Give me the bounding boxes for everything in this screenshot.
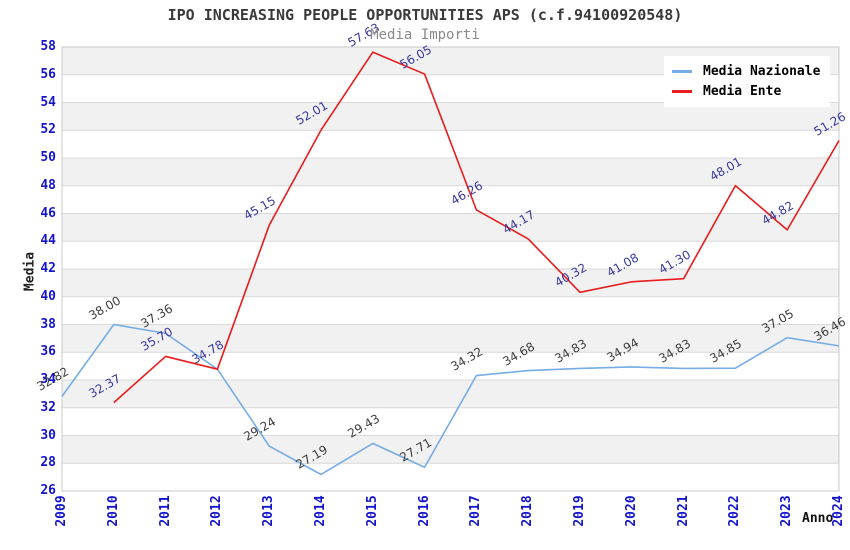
grid-band [62, 213, 839, 242]
chart-title: IPO INCREASING PEOPLE OPPORTUNITIES APS … [167, 6, 683, 24]
y-tick-label: 58 [40, 39, 56, 54]
x-tick-label: 2015 [364, 495, 380, 527]
x-tick-label: 2018 [520, 495, 536, 527]
grid-band [62, 324, 839, 353]
y-tick-label: 40 [40, 288, 56, 304]
plot-border [61, 46, 840, 492]
y-tick-label: 34 [40, 372, 56, 387]
x-tick-label: 2014 [313, 495, 328, 527]
grid-band [62, 435, 839, 464]
x-tick-label: 2017 [468, 495, 484, 527]
y-tick-label: 30 [40, 427, 56, 443]
grid-band [62, 296, 839, 325]
grid-band [62, 380, 839, 408]
x-tick-label: 2023 [779, 495, 795, 527]
x-tick-label: 2022 [727, 495, 743, 527]
x-tick-label: 2021 [675, 495, 691, 527]
y-tick-label: 50 [40, 150, 56, 165]
grid-band [62, 185, 839, 214]
y-tick-label: 46 [40, 205, 56, 221]
x-tick-label: 2019 [572, 495, 587, 527]
x-tick-label: 2012 [209, 495, 225, 527]
legend: Media Nazionale Media Ente [664, 56, 831, 107]
x-tick-label: 2016 [416, 495, 432, 527]
y-tick-label: 44 [40, 233, 56, 249]
y-tick-label: 48 [40, 177, 56, 193]
y-tick-label: 28 [40, 455, 56, 471]
y-tick-label: 32 [40, 399, 56, 415]
grid-band [62, 269, 839, 297]
legend-item-media-nazionale: Media Nazionale [672, 61, 820, 81]
x-tick-label: 2013 [261, 495, 277, 527]
y-tick-label: 38 [40, 316, 56, 332]
legend-swatch-icon [672, 69, 692, 73]
series-line-media-nazionale [61, 323, 840, 476]
legend-label: Media Nazionale [703, 63, 821, 79]
x-tick-label: 2009 [54, 495, 69, 527]
y-tick-label: 56 [40, 66, 56, 82]
y-tick-label: 36 [40, 344, 56, 360]
grid-band [62, 352, 839, 380]
x-tick-label: 2011 [157, 495, 173, 527]
grid-band [62, 463, 839, 491]
x-tick-label: 2010 [105, 495, 121, 527]
grid-band [62, 158, 839, 186]
y-tick-label: 26 [40, 483, 56, 498]
legend-swatch-icon [672, 89, 692, 93]
x-tick-label: 2024 [831, 495, 846, 527]
series-line-media-ente [113, 51, 840, 404]
y-axis-title: Media [22, 251, 38, 292]
grid-band [62, 102, 839, 131]
y-tick-label: 52 [40, 122, 56, 138]
chart-subtitle: Media Importi [370, 27, 480, 43]
x-tick-label: 2020 [623, 495, 639, 527]
y-tick-label: 54 [40, 94, 56, 110]
y-tick-label: 42 [40, 261, 56, 276]
grid-band [62, 241, 839, 269]
x-axis-title: Anno [802, 511, 834, 526]
legend-item-media-ente: Media Ente [672, 81, 820, 101]
legend-label: Media Ente [703, 83, 782, 99]
